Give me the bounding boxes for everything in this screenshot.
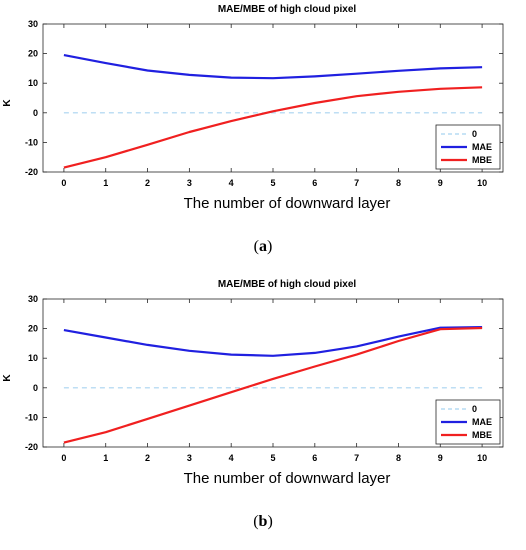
y-tick-label: 20	[28, 324, 38, 334]
panel-caption-a: (a)	[0, 238, 526, 256]
legend: 0 MAE MBE	[435, 124, 501, 170]
caption-paren-close: )	[267, 238, 273, 255]
series-line-mbe	[63, 86, 483, 169]
x-tick-label: 3	[187, 453, 192, 463]
x-tick-label: 4	[229, 178, 234, 188]
panel-caption-b: (b)	[0, 513, 526, 531]
y-tick-label: -10	[25, 137, 38, 147]
caption-letter: a	[259, 238, 267, 255]
x-tick-label: 3	[187, 178, 192, 188]
caption-paren-open: (	[253, 513, 259, 530]
legend-label-0: 0	[472, 129, 477, 139]
series-line-mbe	[63, 326, 483, 444]
legend: 0 MAE MBE	[435, 399, 501, 445]
x-tick-label: 9	[438, 453, 443, 463]
chart-panel-a: MAE/MBE of high cloud pixel K The number…	[0, 4, 526, 256]
legend-label-mbe: MBE	[472, 430, 492, 440]
line-chart-a: MAE/MBE of high cloud pixel K The number…	[2, 4, 504, 212]
legend-box	[435, 399, 501, 445]
y-tick-label: 0	[33, 383, 38, 393]
y-tick-label: 20	[28, 49, 38, 59]
plot-area	[42, 23, 504, 173]
caption-paren-open: (	[253, 238, 259, 255]
x-tick-label: 10	[477, 453, 487, 463]
x-tick-label: 7	[354, 453, 359, 463]
legend-label-mae: MAE	[472, 417, 492, 427]
x-tick-label: 0	[61, 453, 66, 463]
legend-label-mbe: MBE	[472, 155, 492, 165]
x-tick-label: 6	[312, 453, 317, 463]
x-axis-label: The number of downward layer	[184, 195, 391, 212]
x-tick-label: 4	[229, 453, 234, 463]
y-tick-label: 0	[33, 108, 38, 118]
x-tick-label: 2	[145, 178, 150, 188]
series-line-mae	[63, 326, 483, 357]
y-axis-label: K	[2, 374, 13, 382]
x-tick-label: 1	[103, 453, 108, 463]
x-axis-label: The number of downward layer	[184, 470, 391, 487]
x-tick-label: 0	[61, 178, 66, 188]
x-tick-label: 1	[103, 178, 108, 188]
x-tick-label: 10	[477, 178, 487, 188]
y-tick-label: -20	[25, 442, 38, 452]
chart-title: MAE/MBE of high cloud pixel	[218, 279, 357, 290]
x-tick-label: 2	[145, 453, 150, 463]
plot-area	[42, 298, 504, 448]
x-tick-label: 5	[270, 178, 275, 188]
x-tick-label: 9	[438, 178, 443, 188]
y-tick-label: 30	[28, 19, 38, 29]
y-tick-label: 10	[28, 353, 38, 363]
y-tick-label: -10	[25, 412, 38, 422]
x-tick-label: 7	[354, 178, 359, 188]
legend-label-mae: MAE	[472, 142, 492, 152]
y-tick-label: -20	[25, 167, 38, 177]
series-line-mae	[63, 54, 483, 80]
y-tick-label: 30	[28, 294, 38, 304]
x-tick-label: 5	[270, 453, 275, 463]
caption-letter: b	[258, 513, 268, 530]
line-chart-b: MAE/MBE of high cloud pixel K The number…	[2, 279, 504, 487]
y-tick-label: 10	[28, 78, 38, 88]
legend-label-0: 0	[472, 404, 477, 414]
x-tick-label: 6	[312, 178, 317, 188]
chart-title: MAE/MBE of high cloud pixel	[218, 4, 357, 15]
caption-paren-close: )	[267, 513, 273, 530]
x-tick-label: 8	[396, 178, 401, 188]
x-tick-label: 8	[396, 453, 401, 463]
y-axis-label: K	[2, 99, 13, 107]
chart-panel-b: MAE/MBE of high cloud pixel K The number…	[0, 275, 526, 550]
